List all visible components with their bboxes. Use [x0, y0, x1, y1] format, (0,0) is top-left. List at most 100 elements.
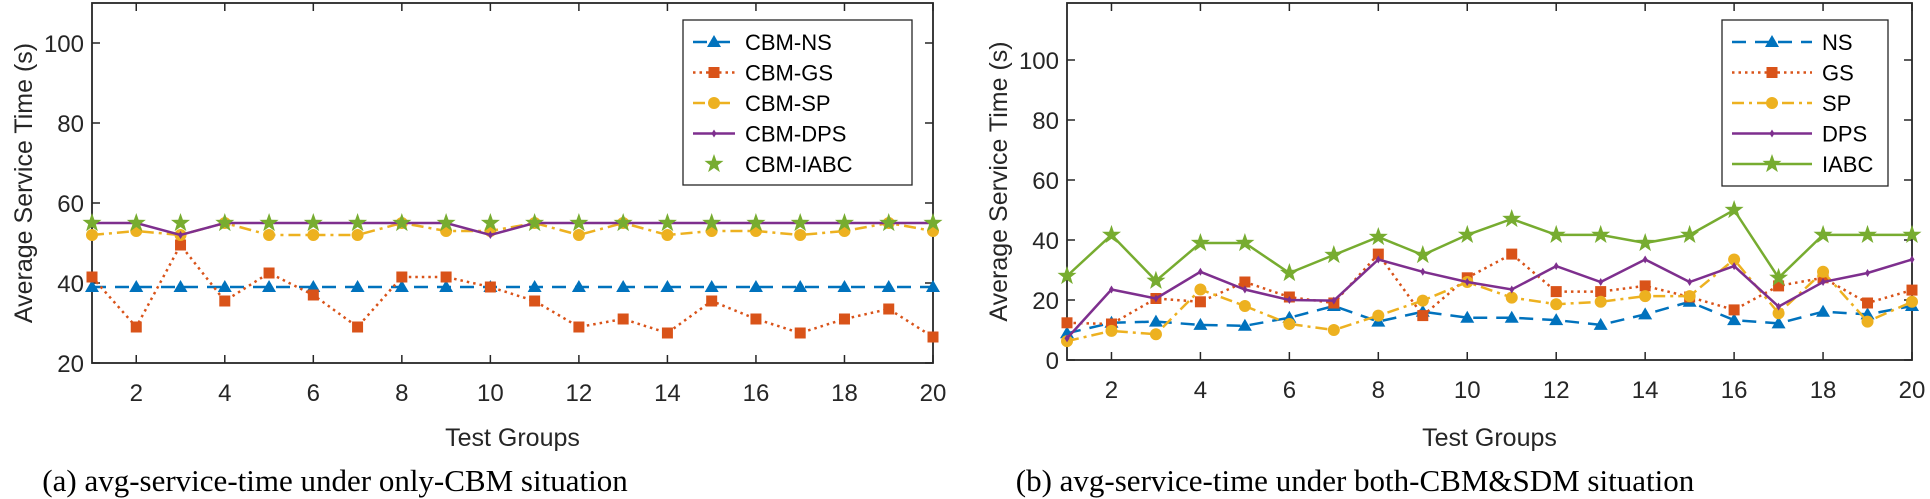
data-point: [262, 280, 277, 292]
data-point: [352, 321, 364, 333]
data-point: [1553, 262, 1559, 271]
data-point: [1279, 263, 1299, 282]
data-point: [1193, 317, 1208, 330]
data-point: [175, 239, 187, 251]
data-point: [572, 229, 585, 241]
legend-label: DPS: [1822, 122, 1867, 147]
x-tick-label: 18: [831, 380, 858, 407]
data-point: [1550, 298, 1563, 311]
data-point: [1549, 313, 1564, 326]
data-point: [436, 213, 456, 232]
data-point: [1546, 224, 1566, 243]
x-tick-label: 6: [307, 380, 320, 407]
data-point: [927, 331, 939, 343]
series-line: [1066, 257, 1913, 343]
data-point: [82, 213, 102, 232]
data-point: [1064, 334, 1070, 343]
data-point: [350, 280, 365, 292]
axes-box: [1066, 2, 1913, 361]
x-tick-label: 18: [1810, 377, 1837, 404]
data-point: [661, 327, 673, 339]
x-tick-label: 8: [1372, 377, 1385, 404]
data-point: [86, 229, 98, 241]
data-point: [617, 313, 629, 325]
legend: NS GS SP DPS IABC: [1721, 19, 1889, 187]
data-point: [835, 213, 854, 232]
x-tick-label: 8: [395, 380, 408, 407]
series-line: [1066, 252, 1913, 326]
x-tick-label: 10: [1454, 377, 1481, 404]
data-point: [613, 213, 633, 232]
data-point: [1460, 310, 1475, 323]
series-cbm-gs: [86, 239, 939, 343]
data-point: [1816, 304, 1831, 317]
caption: (b) avg-service-time under both-CBM&SDM …: [1016, 463, 1695, 498]
series-dps: [1064, 255, 1915, 343]
data-point: [750, 313, 762, 325]
data-point: [351, 229, 364, 241]
caption: (a) avg-service-time under only-CBM situ…: [42, 463, 628, 498]
data-point: [1505, 291, 1518, 304]
data-point: [1772, 307, 1785, 320]
data-point: [1146, 270, 1166, 289]
series-line: [1066, 258, 1913, 340]
data-point: [1639, 290, 1652, 303]
legend-marker: [708, 97, 720, 109]
series-line: [1066, 300, 1913, 335]
legend-marker: [1766, 67, 1778, 78]
series-cbm-iabc: [82, 213, 943, 232]
y-axis-label: Average Service Time (s): [10, 43, 38, 323]
data-point: [926, 280, 940, 292]
x-axis-label: Test Groups: [1422, 424, 1557, 452]
data-point: [129, 280, 144, 292]
x-tick-label: 12: [1543, 377, 1570, 404]
legend-label: CBM-SP: [745, 91, 831, 116]
data-point: [1817, 265, 1830, 278]
data-point: [1108, 285, 1114, 294]
data-point: [1194, 283, 1207, 296]
data-point: [1416, 294, 1429, 307]
data-point: [307, 229, 320, 241]
data-point: [837, 280, 852, 292]
legend-label: GS: [1822, 61, 1854, 86]
x-tick-label: 14: [1632, 377, 1659, 404]
data-point: [1776, 302, 1782, 311]
data-point: [1595, 286, 1607, 298]
data-point: [706, 295, 718, 307]
y-tick-label: 40: [57, 271, 84, 298]
data-point: [1858, 224, 1877, 243]
data-point: [1728, 253, 1741, 266]
data-point: [1813, 224, 1833, 243]
data-point: [881, 280, 896, 292]
data-point: [1820, 278, 1826, 286]
data-point: [1238, 300, 1251, 312]
data-point: [704, 280, 719, 292]
x-axis-label: Test Groups: [445, 424, 580, 452]
data-point: [1909, 255, 1915, 264]
data-point: [1906, 295, 1918, 308]
data-point: [923, 213, 943, 232]
data-point: [178, 231, 184, 239]
data-point: [439, 280, 454, 292]
data-point: [573, 321, 585, 333]
x-tick-label: 12: [566, 380, 593, 407]
data-point: [263, 267, 275, 279]
data-point: [1639, 280, 1651, 292]
legend-marker: [707, 35, 721, 47]
data-point: [657, 213, 677, 232]
y-tick-label: 20: [1032, 288, 1059, 315]
data-point: [1642, 255, 1648, 264]
data-point: [86, 271, 98, 283]
data-point: [838, 313, 850, 325]
y-axis-label: Average Service Time (s): [985, 41, 1013, 321]
data-point: [660, 280, 675, 292]
data-point: [1773, 280, 1785, 292]
data-point: [259, 213, 279, 232]
legend-marker: [1766, 97, 1778, 109]
data-point: [1420, 267, 1426, 276]
data-point: [1771, 316, 1786, 329]
x-tick-label: 20: [920, 380, 947, 407]
data-point: [85, 280, 99, 292]
